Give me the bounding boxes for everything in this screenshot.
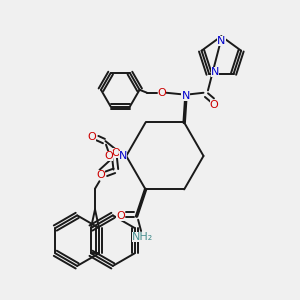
Text: O: O	[104, 151, 113, 161]
Text: O: O	[209, 100, 218, 110]
Text: O: O	[158, 88, 166, 98]
Text: N: N	[211, 68, 219, 77]
Text: O: O	[88, 132, 96, 142]
Text: N: N	[182, 91, 190, 101]
Text: O: O	[116, 211, 125, 221]
Text: N: N	[119, 151, 128, 161]
Text: N: N	[217, 36, 226, 46]
Text: NH₂: NH₂	[132, 232, 153, 242]
Text: O: O	[97, 170, 105, 180]
Text: O: O	[111, 148, 120, 158]
